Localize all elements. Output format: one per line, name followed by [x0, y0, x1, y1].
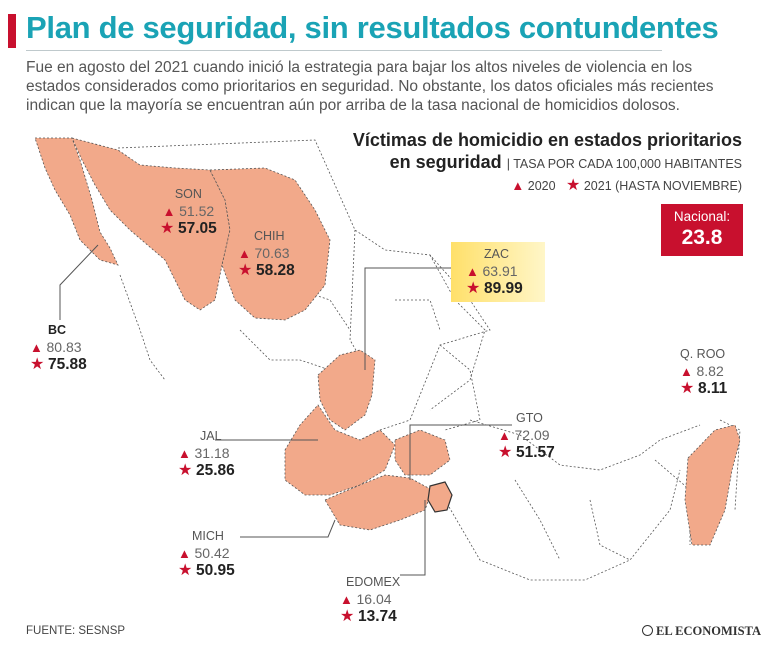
star-icon: ★	[566, 177, 581, 194]
national-value: 23.8	[681, 226, 723, 249]
panel-title-line1: Víctimas de homicidio en estados priorit…	[352, 130, 742, 150]
value-2020: 72.09	[514, 427, 550, 443]
state-name: CHIH	[254, 229, 285, 243]
panel-title-bold: en seguridad	[389, 152, 502, 172]
legend-2020: 2020	[527, 179, 556, 193]
state-name: EDOMEX	[346, 575, 401, 589]
value-2020: 70.63	[254, 245, 290, 261]
source-note: FUENTE: SESNSP	[26, 625, 126, 637]
legend: ▲ 2020 ★ 2021 (HASTA NOVIEMBRE)	[511, 175, 742, 195]
state-qroo	[684, 424, 741, 546]
leader-lines	[59, 244, 512, 576]
value-2020: 80.83	[46, 339, 82, 355]
state-son	[71, 137, 231, 311]
triangle-icon: ▲	[511, 178, 525, 193]
zac-highlight	[451, 242, 545, 302]
value-2020: 63.91	[482, 263, 518, 279]
value-2021: 25.86	[195, 462, 235, 479]
value-2020: 51.52	[179, 203, 215, 219]
title-divider	[26, 50, 662, 51]
label-mich: MICH ▲ 50.42 ★ 50.95	[178, 529, 235, 579]
state-edomex	[427, 481, 453, 513]
label-chih: CHIH ▲ 70.63 ★ 58.28	[238, 229, 295, 279]
state-name: ZAC	[484, 247, 509, 261]
value-2021: 8.11	[697, 380, 728, 397]
page-title: Plan de seguridad, sin resultados contun…	[26, 10, 719, 45]
value-2020: 8.82	[696, 363, 724, 379]
state-zac	[317, 349, 376, 431]
brand-name: EL ECONOMISTA	[656, 624, 761, 638]
state-bc	[34, 137, 119, 266]
title-accent-bar	[8, 14, 16, 48]
state-name: MICH	[192, 529, 224, 543]
label-edomex: EDOMEX ▲ 16.04 ★ 13.74	[340, 575, 401, 625]
brand-logo: EL ECONOMISTA	[642, 624, 761, 639]
label-zac: ZAC ▲ 63.91 ★ 89.99	[466, 247, 523, 297]
value-2020: 16.04	[356, 591, 392, 607]
state-name: JAL	[200, 429, 222, 443]
brand-icon	[642, 625, 653, 636]
national-rate-box: Nacional: 23.8	[661, 204, 743, 256]
label-bc: BC ▲ 80.83 ★ 75.88	[30, 323, 87, 373]
value-2021: 89.99	[483, 280, 523, 297]
state-name: Q. ROO	[680, 347, 726, 361]
label-son: SON ▲ 51.52 ★ 57.05	[160, 187, 217, 237]
value-2021: 75.88	[47, 356, 87, 373]
value-2021: 51.57	[515, 444, 555, 461]
label-jal: JAL ▲ 31.18 ★ 25.86	[178, 429, 235, 479]
legend-2021: 2021 (HASTA NOVIEMBRE)	[583, 179, 742, 193]
state-gto	[394, 429, 451, 476]
panel-title-line2: en seguridad | TASA POR CADA 100,000 HAB…	[389, 152, 742, 172]
non-priority-borders	[117, 139, 741, 581]
intro-paragraph: Fue en agosto del 2021 cuando inició la …	[26, 59, 714, 114]
national-label: Nacional:	[673, 209, 731, 224]
panel-subtitle: TASA POR CADA 100,000 HABITANTES	[513, 157, 742, 171]
state-name: GTO	[516, 411, 543, 425]
state-name: BC	[48, 323, 67, 337]
value-2020: 31.18	[194, 445, 230, 461]
state-chih	[209, 167, 331, 321]
value-2021: 50.95	[195, 562, 235, 579]
label-qroo: Q. ROO ▲ 8.82 ★ 8.11	[680, 347, 728, 397]
value-2020: 50.42	[194, 545, 230, 561]
value-2021: 57.05	[177, 220, 217, 237]
value-2021: 13.74	[357, 608, 397, 625]
label-gto: GTO ▲ 72.09 ★ 51.57	[498, 411, 555, 461]
state-name: SON	[174, 187, 202, 201]
value-2021: 58.28	[255, 262, 295, 279]
